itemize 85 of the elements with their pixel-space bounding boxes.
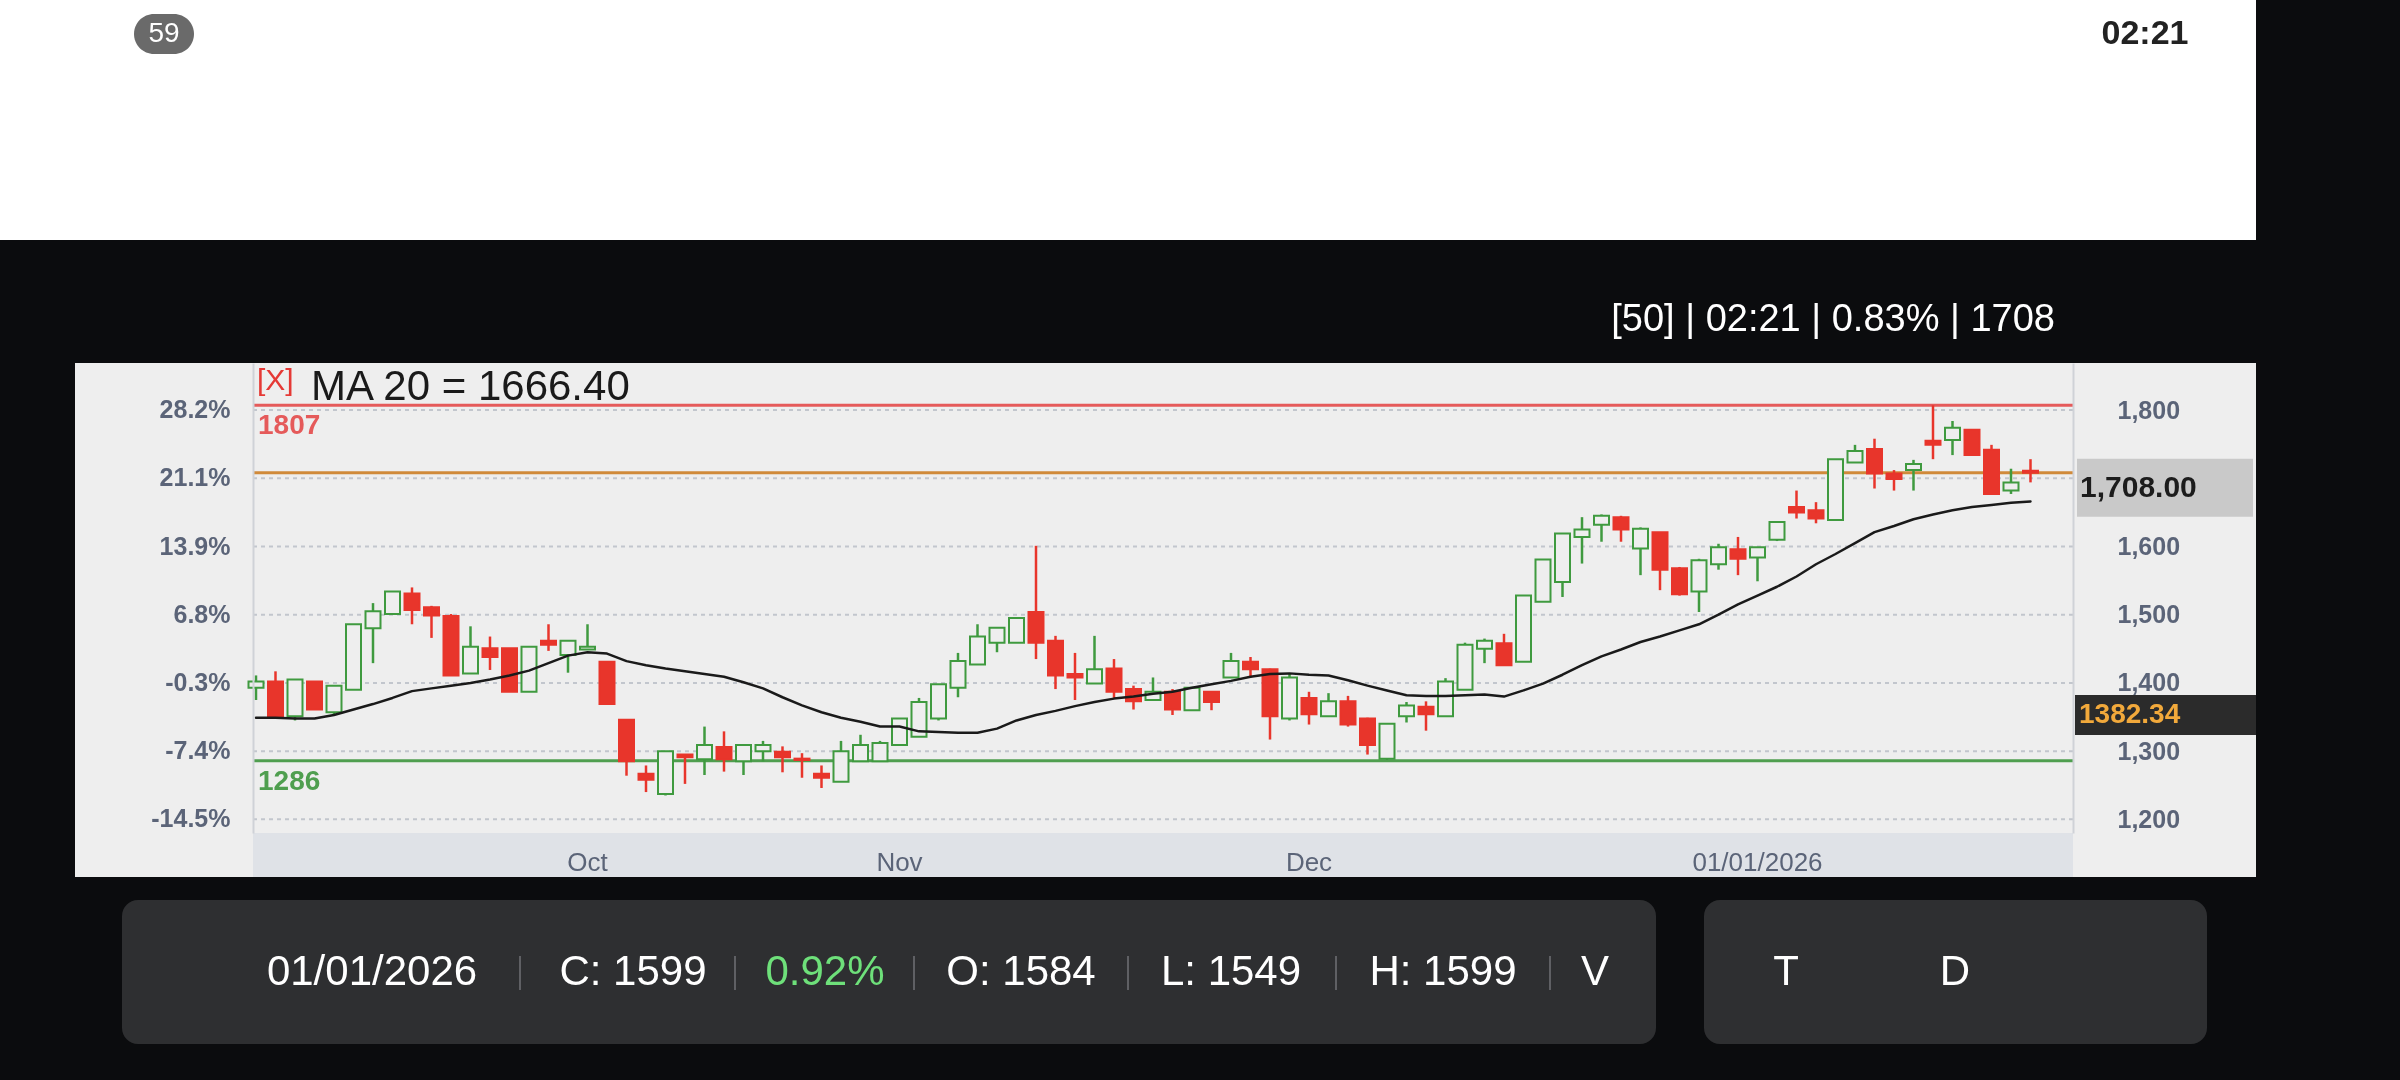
- annotation: [X]: [257, 363, 294, 396]
- text: O: 1584: [946, 947, 1096, 994]
- candlestick: [1300, 690, 1318, 726]
- candlestick: [1398, 700, 1415, 724]
- candlestick: [793, 751, 811, 779]
- text: C: 1599: [559, 947, 707, 994]
- candlestick: [540, 623, 557, 653]
- candlestick: [1164, 687, 1181, 717]
- candlestick: [735, 743, 752, 777]
- candlestick: [1632, 526, 1649, 577]
- candlestick: [579, 623, 596, 651]
- candlestick: [1476, 637, 1493, 665]
- y2-tick-label: -7.4%: [165, 736, 231, 765]
- candlestick: [1066, 651, 1084, 702]
- y-tick-label: 1,400: [2117, 668, 2181, 697]
- text: 59: [148, 17, 180, 48]
- x-tick-label: Nov: [876, 846, 923, 877]
- y2-tick-label: 28.2%: [159, 395, 231, 424]
- candlestick: [696, 725, 713, 777]
- candlestick: [813, 764, 830, 790]
- candlestick: [1222, 651, 1240, 679]
- candlestick: [2002, 467, 2020, 496]
- y2-tick-label: -0.3%: [165, 668, 231, 697]
- ref-line-label: 1807: [258, 409, 321, 441]
- candlestick: [774, 745, 791, 774]
- text: 01/01/2026: [266, 947, 478, 994]
- candlestick: [1924, 404, 1942, 461]
- candlestick: [403, 586, 421, 626]
- candlestick: [1788, 489, 1805, 520]
- candlestick: [1612, 514, 1630, 543]
- y-tick-label: 1,300: [2117, 736, 2181, 765]
- candlestick: [384, 590, 401, 616]
- candlestick: [2022, 457, 2039, 484]
- candlestick: [1944, 419, 1961, 457]
- candlestick: [1086, 634, 1103, 685]
- candlestick: [1593, 513, 1610, 543]
- ref-line-label: 1286: [258, 764, 321, 796]
- x-tick-label: Oct: [567, 846, 609, 877]
- x-tick-label: 01/01/2026: [1692, 846, 1823, 877]
- candlestick: [1339, 694, 1357, 728]
- candlestick: [637, 764, 655, 794]
- candlestick: [715, 730, 733, 773]
- x-tick-label: Dec: [1285, 846, 1333, 877]
- candlestick: [1320, 691, 1337, 718]
- text: D: [1939, 947, 1971, 994]
- y-tick-label: 1,600: [2117, 532, 2181, 560]
- text: L: 1549: [1160, 947, 1302, 994]
- y-tick-label: 1,200: [2117, 804, 2181, 833]
- text: V: [1580, 947, 1610, 994]
- candlestick: [247, 674, 265, 702]
- ref-line-label: 1,708.00: [2080, 469, 2197, 503]
- candlestick: [1905, 458, 1922, 492]
- candlestick: [1885, 468, 1903, 492]
- candlestick: [1203, 690, 1220, 712]
- text: 0.92%: [765, 947, 885, 994]
- candlestick: [423, 604, 440, 640]
- y-tick-label: 1,500: [2117, 600, 2181, 629]
- candlestick: [852, 733, 869, 763]
- candlestick: [1573, 515, 1591, 565]
- candlestick: [1242, 655, 1259, 679]
- text: H: 1599: [1369, 947, 1517, 994]
- candlestick: [1495, 632, 1513, 667]
- chart-title: [50] | 02:21 | 0.83% | 1708: [1611, 297, 2055, 339]
- y2-tick-label: 13.9%: [159, 532, 231, 561]
- y2-tick-label: 21.1%: [159, 463, 231, 492]
- candlestick: [1749, 545, 1766, 583]
- candlestick: [754, 739, 772, 763]
- candlestick: [1807, 500, 1825, 525]
- candlestick: [1417, 700, 1435, 732]
- text: 02:21: [2101, 13, 2189, 51]
- text: MA 20 = 1666.40: [311, 362, 630, 409]
- y2-tick-label: 6.8%: [173, 600, 231, 629]
- candlestick: [1710, 542, 1727, 571]
- text: 1382.34: [2079, 698, 2181, 729]
- line-series: [254, 500, 2032, 734]
- candlestick: [1729, 535, 1747, 577]
- candlestick: [988, 626, 1006, 654]
- candlestick: [1105, 657, 1123, 700]
- candlestick: [559, 639, 577, 674]
- text: T: [1773, 947, 1799, 994]
- candlestick: [364, 601, 382, 665]
- candlestick: [481, 635, 499, 672]
- y-tick-label: 1,800: [2117, 395, 2181, 424]
- candlestick: [871, 739, 889, 763]
- y2-tick-label: -14.5%: [151, 804, 231, 833]
